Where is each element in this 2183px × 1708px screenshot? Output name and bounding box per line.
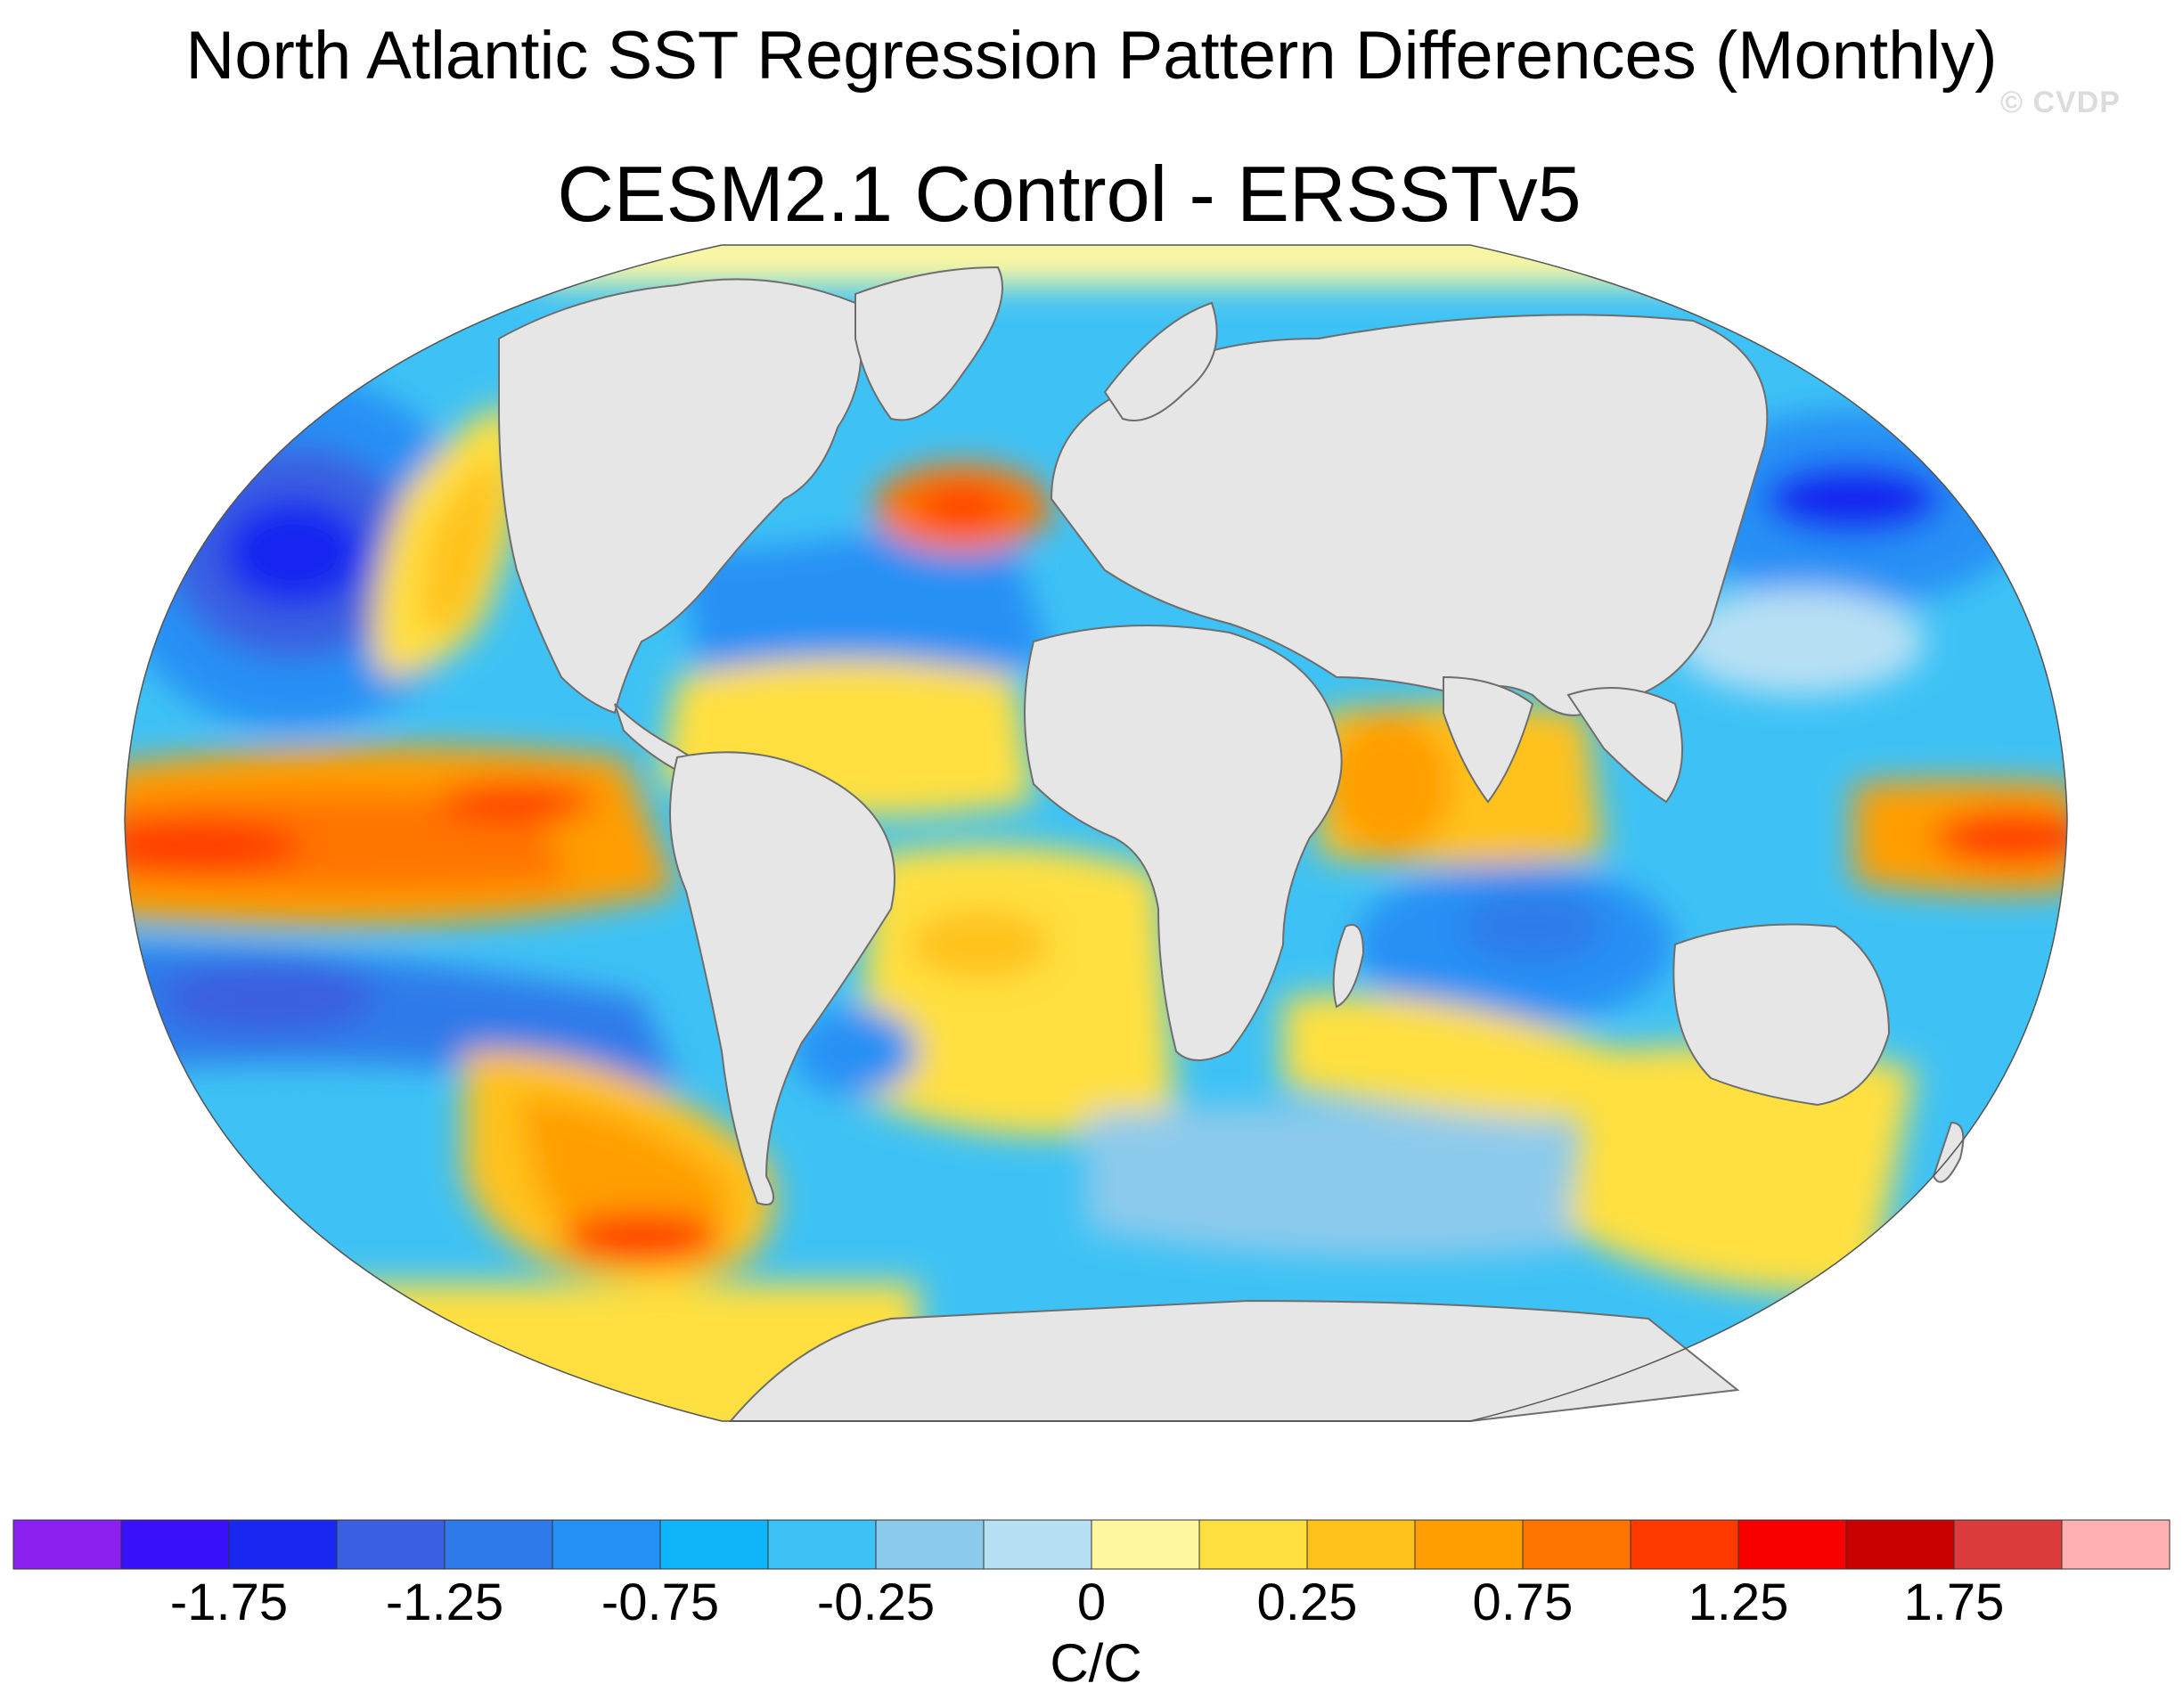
colorbar-box-17 bbox=[1845, 1519, 1955, 1570]
colorbar-boxes bbox=[12, 1519, 2171, 1570]
colorbar-tick-label: 0 bbox=[1077, 1573, 1106, 1631]
colorbar-box-1 bbox=[120, 1519, 230, 1570]
colorbar-tick-label: -1.75 bbox=[170, 1573, 288, 1631]
colorbar-tick-label: 1.25 bbox=[1688, 1573, 1789, 1631]
greenland bbox=[854, 266, 1003, 421]
africa bbox=[1024, 625, 1343, 1061]
colorbar-box-12 bbox=[1306, 1519, 1416, 1570]
colorbar-tick-label: -0.75 bbox=[601, 1573, 719, 1631]
colorbar-box-14 bbox=[1522, 1519, 1631, 1570]
colorbar-box-5 bbox=[552, 1519, 661, 1570]
colorbar-box-16 bbox=[1737, 1519, 1847, 1570]
colorbar-box-7 bbox=[767, 1519, 877, 1570]
antarctica bbox=[728, 1299, 1740, 1422]
colorbar-tick-label: 1.75 bbox=[1904, 1573, 2005, 1631]
colorbar-box-11 bbox=[1198, 1519, 1308, 1570]
plot-subtitle: CESM2.1 Control - ERSSTv5 bbox=[557, 150, 1582, 238]
eurasia bbox=[1050, 314, 1769, 716]
southeast-asia bbox=[1566, 687, 1683, 804]
colorbar-box-15 bbox=[1630, 1519, 1739, 1570]
australia bbox=[1672, 923, 1891, 1107]
south-america bbox=[669, 751, 895, 1205]
colorbar-box-13 bbox=[1414, 1519, 1524, 1570]
colorbar-box-18 bbox=[1953, 1519, 2063, 1570]
colorbar-box-8 bbox=[875, 1519, 985, 1570]
colorbar-box-9 bbox=[983, 1519, 1092, 1570]
india bbox=[1443, 675, 1534, 804]
map-boundary bbox=[124, 244, 2068, 1422]
colorbar-tick-label: -1.25 bbox=[386, 1573, 503, 1631]
colorbar-tick-label: 0.25 bbox=[1257, 1573, 1358, 1631]
colorbar-tick-label: -0.25 bbox=[817, 1573, 935, 1631]
colorbar: -1.75 -1.25 -0.75 -0.25 0 0.25 0.75 1.25 1.75 bbox=[12, 1519, 2171, 1631]
colorbar-box-2 bbox=[228, 1519, 338, 1570]
scandinavia bbox=[1103, 301, 1218, 421]
colorbar-tick-label: 0.75 bbox=[1473, 1573, 1574, 1631]
colorbar-box-4 bbox=[444, 1519, 553, 1570]
cvdp-watermark: © CVDP bbox=[2000, 86, 2121, 119]
colorbar-box-0 bbox=[12, 1519, 122, 1570]
north-america bbox=[498, 278, 863, 715]
colorbar-tick-labels: -1.75 -1.25 -0.75 -0.25 0 0.25 0.75 1.25 1.75 bbox=[170, 1573, 2005, 1631]
madagascar bbox=[1332, 924, 1365, 1009]
plot-title: North Atlantic SST Regression Pattern Di… bbox=[185, 18, 1998, 94]
colorbar-box-3 bbox=[336, 1519, 446, 1570]
colorbar-box-10 bbox=[1091, 1519, 1200, 1570]
world-map bbox=[124, 244, 2068, 1422]
colorbar-box-19 bbox=[2061, 1519, 2171, 1570]
colorbar-box-6 bbox=[659, 1519, 769, 1570]
colorbar-units: C/C bbox=[1050, 1633, 1142, 1693]
land-masses bbox=[498, 266, 1965, 1422]
